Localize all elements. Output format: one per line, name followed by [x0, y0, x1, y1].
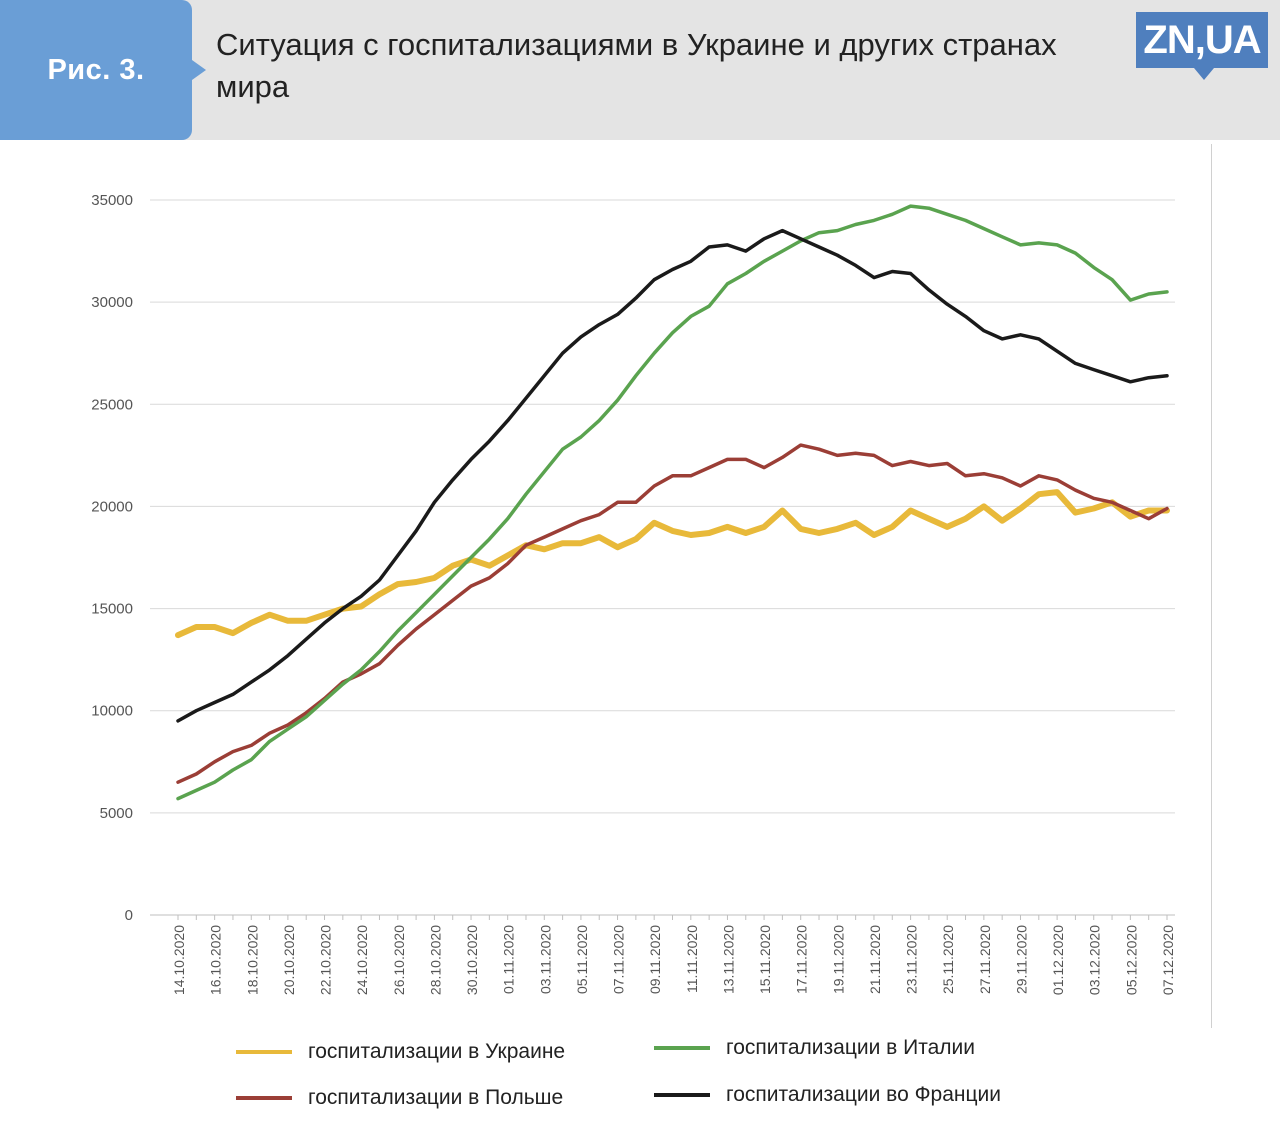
- legend-item-poland: госпитализации в Польше: [236, 1086, 563, 1110]
- x-tick-label: 27.11.2020: [977, 925, 993, 994]
- x-tick-label: 21.11.2020: [867, 925, 883, 994]
- logo-text: ZN,UA: [1143, 17, 1261, 62]
- grid-layer: [150, 199, 1175, 814]
- y-tick-label: 15000: [91, 601, 133, 618]
- series-line-france: [176, 228, 1169, 723]
- x-tick-label: 05.12.2020: [1123, 925, 1139, 995]
- legend-swatch-italy: [654, 1046, 710, 1050]
- x-tick-label: 16.10.2020: [208, 925, 224, 995]
- page-title: Ситуация с госпитализациями в Украине и …: [216, 27, 1057, 104]
- y-tick-label: 25000: [91, 396, 133, 413]
- x-tick-label: 05.11.2020: [574, 925, 590, 994]
- legend-label-ukraine: госпитализации в Украине: [308, 1040, 566, 1063]
- x-tick-label: 24.10.2020: [354, 925, 370, 995]
- x-tick-label: 09.11.2020: [647, 925, 663, 994]
- x-tick-label: 26.10.2020: [391, 925, 407, 995]
- series-line-ukraine: [175, 489, 1170, 639]
- y-tick-label: 30000: [91, 294, 133, 311]
- x-tick-label: 01.12.2020: [1050, 925, 1066, 995]
- x-tick-label: 07.11.2020: [611, 925, 627, 994]
- x-tick-label: 23.11.2020: [904, 925, 920, 994]
- x-tick-label: 03.11.2020: [537, 925, 553, 994]
- x-tick-label: 11.11.2020: [684, 925, 700, 993]
- legend-swatch-poland: [236, 1096, 292, 1100]
- legend-swatch-ukraine: [236, 1050, 292, 1054]
- legend-label-poland: госпитализации в Польше: [308, 1086, 564, 1109]
- legend-label-italy: госпитализации в Италии: [726, 1036, 976, 1059]
- series-layer: [175, 204, 1170, 801]
- y-tick-label: 5000: [100, 805, 133, 822]
- x-tick-label: 25.11.2020: [940, 925, 956, 994]
- x-tick-label: 19.11.2020: [830, 925, 846, 994]
- x-tick-label: 03.12.2020: [1087, 925, 1103, 995]
- legend-item-ukraine: госпитализации в Украине: [236, 1040, 565, 1064]
- figure-label: Рис. 3.: [47, 53, 145, 86]
- line-chart: 0 5000 10000 15000 20000 25000 30000 35000 14.1…: [91, 192, 1176, 995]
- divider: [1211, 144, 1212, 1028]
- legend-swatch-france: [654, 1093, 710, 1097]
- x-tick-label: 28.10.2020: [427, 925, 443, 995]
- header-band: [0, 0, 1280, 140]
- y-tick-label: 20000: [91, 498, 133, 515]
- x-axis: 14.10.2020 16.10.2020 18.10.2020 20.10.2020…: [150, 914, 1176, 995]
- x-tick-label: 14.10.2020: [171, 925, 187, 995]
- x-tick-label: 20.10.2020: [281, 925, 297, 995]
- series-line-italy: [176, 204, 1169, 801]
- x-tick-label: 15.11.2020: [757, 925, 773, 994]
- legend-item-italy: госпитализации в Италии: [654, 1036, 975, 1060]
- x-tick-label: 17.11.2020: [794, 925, 810, 994]
- x-tick-label: 22.10.2020: [318, 925, 334, 995]
- y-axis: 0 5000 10000 15000 20000 25000 30000 35000: [91, 192, 133, 924]
- x-tick-label: 29.11.2020: [1013, 925, 1029, 994]
- y-tick-label: 0: [125, 907, 133, 924]
- x-tick-label: 07.12.2020: [1160, 925, 1176, 995]
- figure-badge: Рис. 3.: [0, 0, 206, 140]
- y-tick-label: 10000: [91, 703, 133, 720]
- x-tick-label: 30.10.2020: [464, 925, 480, 995]
- legend-item-france: госпитализации во Франции: [654, 1083, 1001, 1107]
- logo: ZN,UA: [1136, 12, 1268, 80]
- x-tick-label: 18.10.2020: [244, 925, 260, 995]
- x-tick-label: 01.11.2020: [501, 925, 517, 994]
- x-tick-label: 13.11.2020: [720, 925, 736, 994]
- legend-label-france: госпитализации во Франции: [726, 1083, 1001, 1106]
- y-tick-label: 35000: [91, 192, 133, 209]
